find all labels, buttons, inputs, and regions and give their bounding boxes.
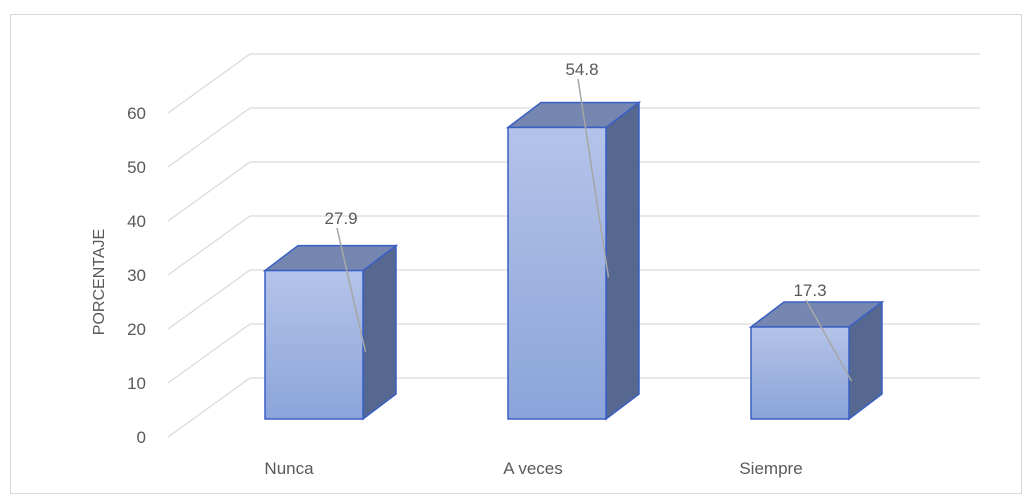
y-tick-label: 0 bbox=[137, 428, 146, 447]
y-axis-title: PORCENTAJE bbox=[91, 229, 108, 335]
gridline-diagonal bbox=[167, 377, 251, 438]
data-label-leader bbox=[577, 78, 610, 278]
bar-side-face bbox=[362, 244, 397, 421]
data-label: 27.9 bbox=[324, 209, 357, 228]
gridline-diagonal bbox=[167, 269, 251, 330]
y-tick-label: 10 bbox=[127, 374, 146, 393]
bar bbox=[748, 300, 885, 421]
gridline-diagonal bbox=[167, 215, 251, 276]
x-category-label: A veces bbox=[503, 459, 563, 478]
bar bbox=[262, 244, 399, 421]
data-label-leader bbox=[336, 227, 367, 352]
gridline-diagonal bbox=[167, 161, 251, 222]
y-tick-label: 20 bbox=[127, 320, 146, 339]
y-tick-label: 30 bbox=[127, 266, 146, 285]
bar-front-face bbox=[750, 326, 850, 420]
y-tick-label: 50 bbox=[127, 158, 146, 177]
y-tick-label: 40 bbox=[127, 212, 146, 231]
gridline-diagonal bbox=[167, 53, 251, 114]
y-tick-label: 60 bbox=[127, 104, 146, 123]
gridline-diagonal bbox=[167, 323, 251, 384]
bar bbox=[505, 100, 642, 421]
bar-front-face bbox=[264, 269, 364, 420]
data-labels: 27.9 54.8 17.3 bbox=[324, 60, 853, 382]
y-axis-ticks: 0 10 20 30 40 50 60 bbox=[127, 104, 146, 447]
data-label: 17.3 bbox=[793, 281, 826, 300]
x-category-label: Nunca bbox=[264, 459, 314, 478]
data-label-leader bbox=[805, 299, 853, 382]
bar-side-face bbox=[605, 100, 640, 421]
x-category-label: Siempre bbox=[739, 459, 802, 478]
x-axis-categories: Nunca A veces Siempre bbox=[264, 459, 802, 478]
bar-front-face bbox=[507, 126, 607, 420]
data-label: 54.8 bbox=[565, 60, 598, 79]
gridline-diagonal bbox=[167, 107, 251, 168]
bars bbox=[262, 100, 885, 421]
